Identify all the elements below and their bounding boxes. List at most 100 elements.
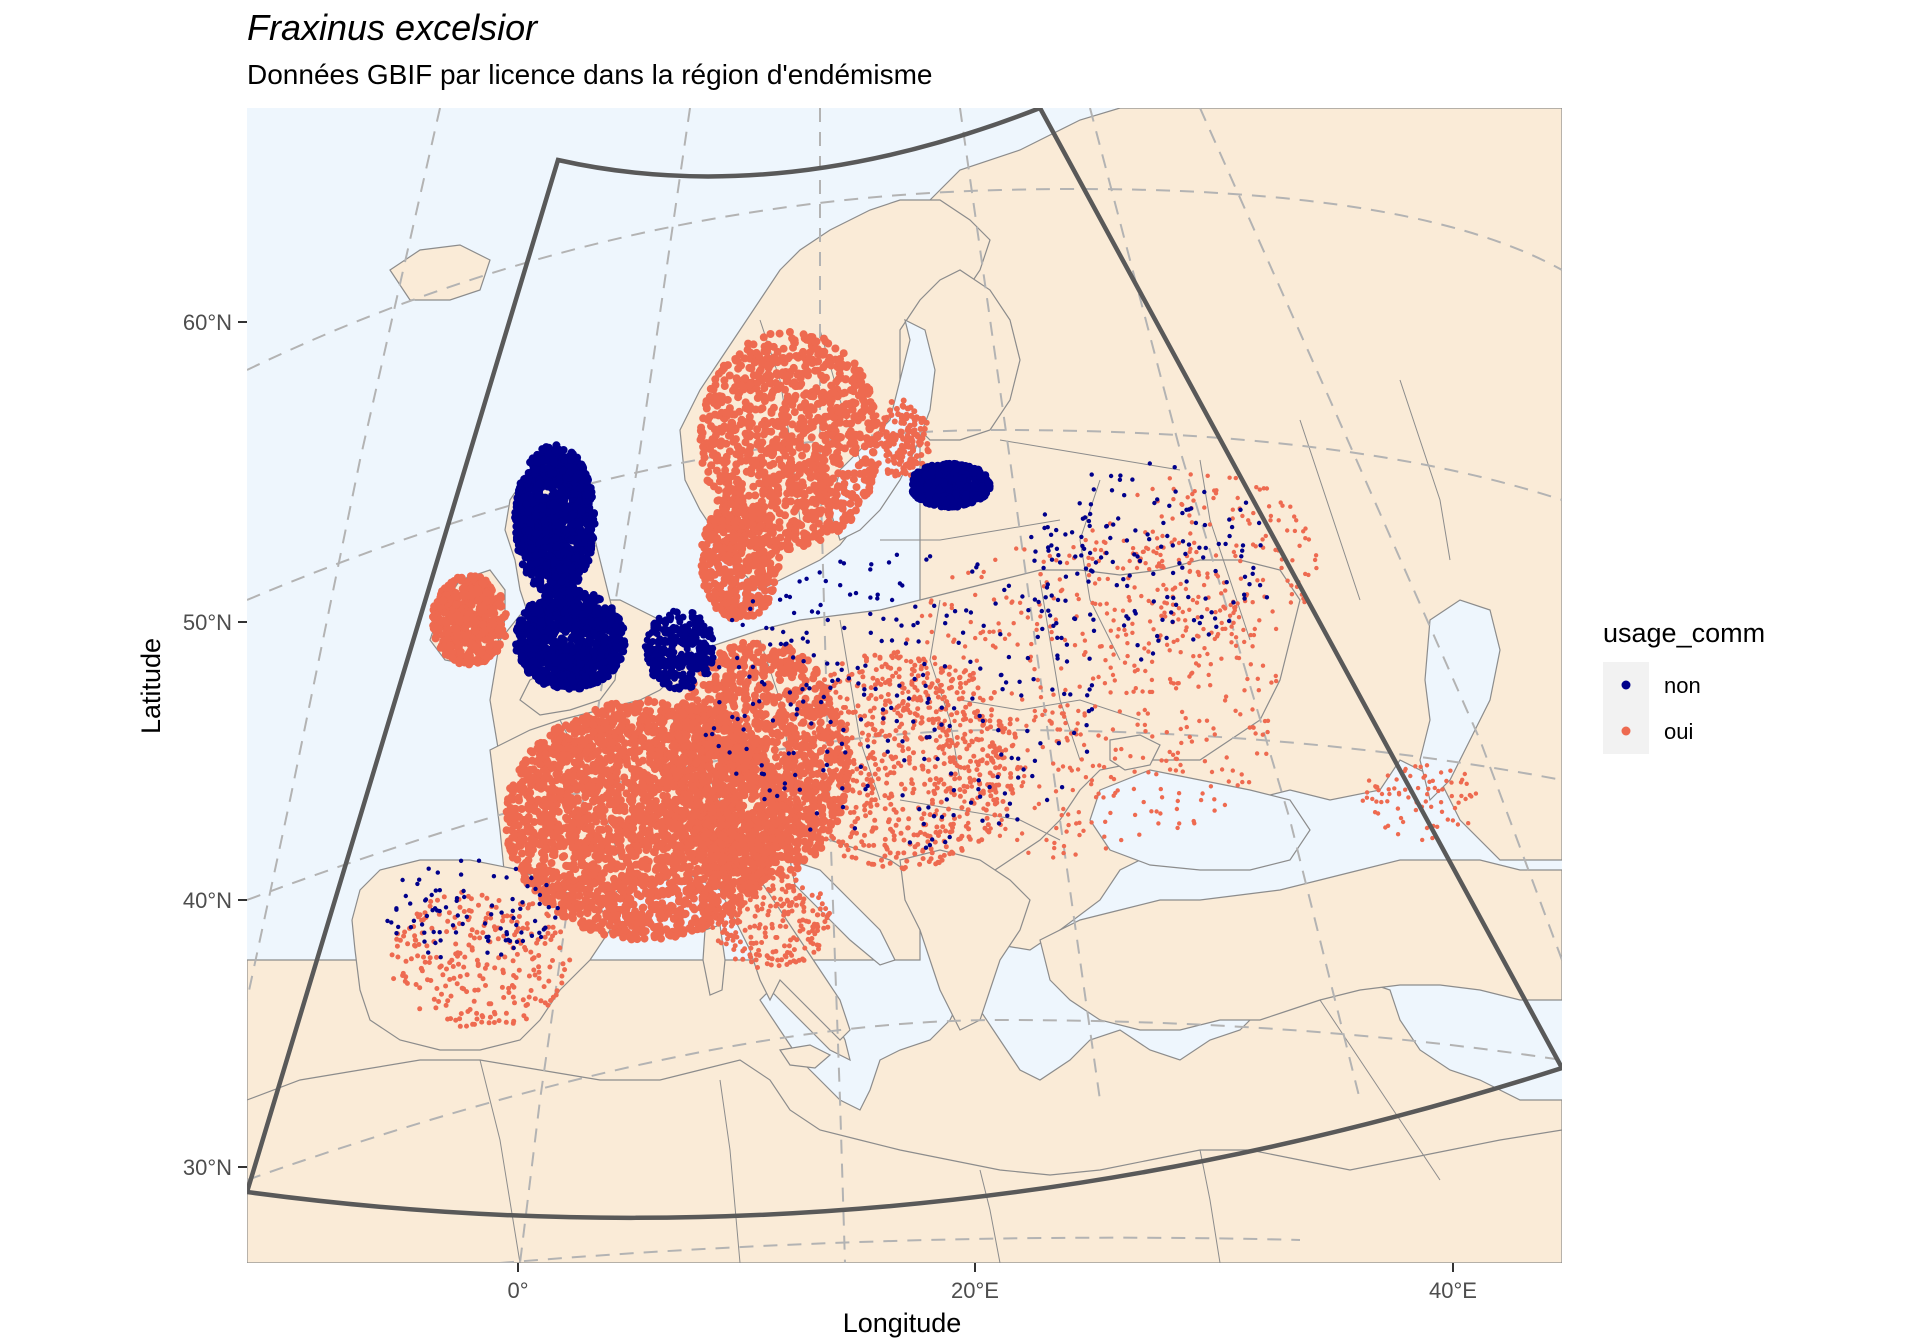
occurrence-point-oui [791,535,800,543]
occurrence-point-oui [520,875,529,884]
occurrence-point-oui [617,748,625,757]
occurrence-point-oui [570,758,579,767]
occurrence-point-oui [721,724,730,732]
occurrence-point-oui [690,905,699,914]
occurrence-point-oui [805,336,814,345]
occurrence-point-oui [824,505,833,514]
occurrence-point-oui [568,914,577,923]
occurrence-point-oui [596,803,605,812]
occurrence-point-oui [795,461,804,470]
occurrence-point-oui [829,388,838,397]
occurrence-point-oui [563,806,572,815]
occurrence-point-oui [807,497,816,506]
occurrence-point-oui [571,746,580,755]
occurrence-point-oui [712,707,721,716]
occurrence-point-oui [743,677,752,686]
occurrence-point-oui [811,513,820,522]
occurrence-point-oui [667,901,675,910]
occurrence-point-oui [799,481,808,490]
occurrence-point-oui [703,762,712,771]
occurrence-point-oui [732,450,741,459]
occurrence-point-oui [517,864,525,873]
occurrence-point-oui [657,731,666,740]
occurrence-point-oui [571,865,580,874]
occurrence-point-oui [632,765,641,774]
occurrence-point-oui [609,904,618,913]
occurrence-point-oui [755,373,764,382]
occurrence-point-oui [823,519,832,528]
occurrence-point-oui [677,850,686,859]
occurrence-point-oui [644,696,653,705]
occurrence-point-oui [794,852,803,860]
occurrence-point-oui [803,407,812,416]
occurrence-point-oui [865,385,874,394]
occurrence-point-oui [548,809,556,818]
occurrence-point-oui [768,442,777,451]
occurrence-point-oui [677,807,686,816]
occurrence-point-oui [621,902,630,911]
occurrence-point-oui [580,737,589,746]
occurrence-point-oui [618,920,627,929]
occurrence-point-oui [768,827,777,835]
land-anatolia [1039,859,1562,1031]
occurrence-point-oui [839,349,848,358]
occurrence-point-oui [638,780,647,789]
occurrence-point-oui [675,795,684,804]
occurrence-point-oui [818,348,827,357]
occurrence-point-oui [770,746,779,754]
occurrence-point-oui [596,736,605,745]
occurrence-point-oui [669,868,677,877]
occurrence-point-oui [539,780,548,789]
occurrence-point-oui [720,854,729,863]
occurrence-point-oui [758,812,767,821]
occurrence-point-oui [616,846,625,855]
occurrence-point-oui [644,842,653,851]
occurrence-point-oui [728,846,737,855]
occurrence-point-oui [795,489,804,498]
occurrence-point-oui [575,892,584,900]
occurrence-point-oui [796,830,805,839]
occurrence-point-oui [589,796,597,805]
occurrence-point-oui [732,478,741,487]
occurrence-point-oui [790,507,799,516]
occurrence-point-oui [730,754,739,763]
occurrence-point-oui [714,496,723,505]
adriatic-sea [789,859,896,966]
occurrence-point-oui [615,782,624,791]
occurrence-point-oui [741,374,750,383]
occurrence-point-oui [797,414,806,423]
occurrence-point-oui [638,789,646,798]
occurrence-point-oui [736,488,745,496]
occurrence-point-oui [763,739,772,748]
occurrence-point-oui [811,778,820,787]
occurrence-point-oui [684,692,693,701]
occurrence-point-oui [670,740,679,749]
occurrence-point-oui [617,871,626,880]
occurrence-point-oui [558,909,567,918]
occurrence-point-oui [775,817,783,826]
occurrence-point-oui [644,739,653,748]
occurrence-point-oui [731,867,740,876]
occurrence-point-oui [746,380,755,389]
occurrence-point-oui [812,472,821,480]
occurrence-point-oui [580,776,589,785]
occurrence-point-oui [741,733,750,741]
occurrence-point-oui [750,671,759,680]
occurrence-point-oui [583,909,592,918]
occurrence-point-oui [757,602,766,611]
occurrence-point-oui [507,806,516,815]
occurrence-point-oui [819,375,828,384]
occurrence-point-oui [542,751,551,760]
occurrence-point-oui [576,880,585,889]
occurrence-point-oui [775,553,784,562]
occurrence-point-oui [753,439,762,448]
land-balkans [899,849,1031,1031]
occurrence-point-oui [659,791,668,800]
occurrence-point-oui [797,665,806,674]
occurrence-point-oui [770,654,779,663]
occurrence-point-oui [506,795,515,804]
occurrence-point-oui [551,727,560,736]
occurrence-point-oui [672,713,681,722]
occurrence-point-oui [699,681,708,689]
